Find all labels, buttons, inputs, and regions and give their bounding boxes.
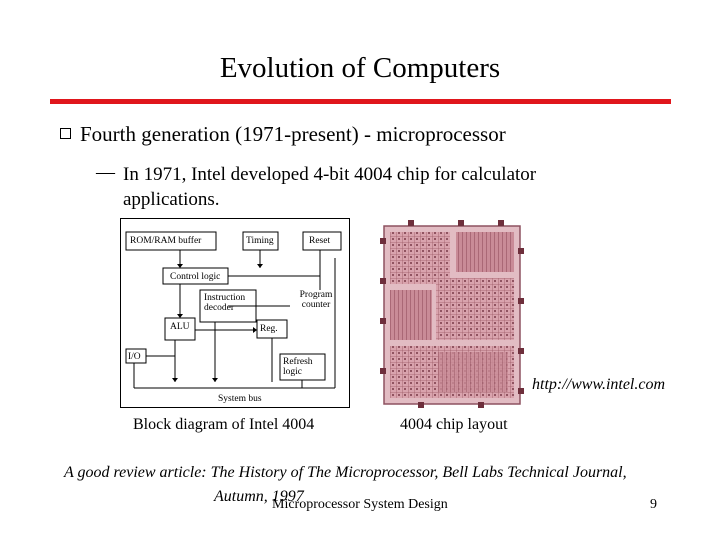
reg-label: Reg. [260,324,278,334]
refresh-logic-label: Refresh logic [283,357,313,377]
page-number: 9 [650,497,657,512]
main-bullet: Fourth generation (1971-present) - micro… [80,122,506,146]
block-diagram-lines [120,218,350,408]
timing-label: Timing [246,236,274,246]
chip-die-graphic [378,218,528,410]
slide-title: Evolution of Computers [219,52,501,84]
title-divider [50,99,671,104]
system-bus-label: System bus [218,394,262,404]
block-diagram-caption: Block diagram of Intel 4004 [133,416,315,433]
alu-label: ALU [170,322,190,332]
sub-bullet-dash: — [96,162,115,183]
sub-bullet: In 1971, Intel developed 4-bit 4004 chip… [123,164,537,210]
intel-url-link[interactable]: http://www.intel.com [532,376,666,393]
block-diagram: ROM/RAM buffer Timing Reset Control logi… [120,218,350,410]
rom-ram-buffer-label: ROM/RAM buffer [130,236,202,246]
chip-layout-image [378,218,528,410]
reset-label: Reset [309,236,331,246]
io-label: I/O [128,352,141,362]
reference-line-2: Autumn, 1997 [214,488,304,505]
control-logic-label: Control logic [170,272,221,282]
reference-line-1: A good review article: The History of Th… [64,464,627,481]
program-counter-label: Program counter [299,290,333,310]
footer-course-title: Microprocessor System Design [272,497,448,512]
checkbox-bullet-icon [60,128,71,139]
instruction-decoder-label: Instruction decoder [204,293,246,313]
chip-layout-caption: 4004 chip layout [400,416,508,433]
